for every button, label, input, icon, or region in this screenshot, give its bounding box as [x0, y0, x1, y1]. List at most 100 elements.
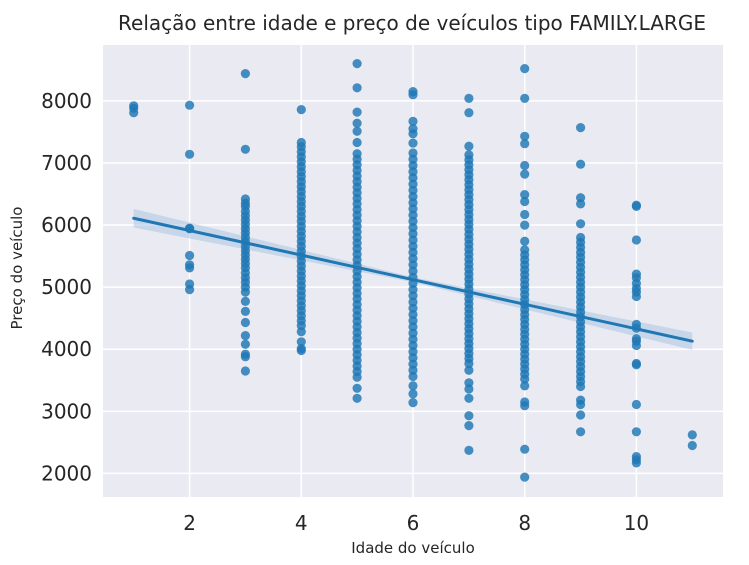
data-point	[408, 116, 418, 126]
data-point	[464, 421, 474, 431]
data-point	[464, 365, 474, 375]
y-tick-label: 7000	[41, 151, 92, 175]
data-point	[576, 199, 586, 209]
data-point	[631, 360, 642, 370]
data-point	[464, 384, 474, 394]
data-point	[185, 100, 195, 110]
data-point	[464, 411, 474, 421]
data-point	[464, 393, 474, 403]
y-tick-label: 2000	[41, 461, 92, 485]
data-point	[464, 445, 474, 455]
data-point	[240, 306, 250, 316]
data-point	[687, 440, 697, 451]
y-tick-label: 4000	[41, 337, 92, 361]
y-tick-label: 6000	[41, 213, 92, 237]
data-point	[464, 358, 474, 369]
data-point	[520, 444, 530, 454]
data-point	[631, 201, 642, 211]
y-axis-label: Preço do veículo	[8, 207, 26, 330]
y-tick-label: 3000	[41, 399, 92, 423]
data-point	[185, 285, 195, 295]
data-point	[520, 236, 530, 246]
y-tick-labels: 2000 3000 4000 5000 6000 7000 8000	[41, 89, 92, 486]
data-point	[352, 372, 362, 382]
data-point	[631, 427, 642, 437]
data-point	[185, 263, 195, 273]
data-point	[576, 381, 586, 392]
data-point	[576, 427, 586, 437]
data-point	[296, 337, 306, 347]
data-point	[520, 209, 530, 220]
data-point	[576, 410, 586, 420]
data-point	[631, 235, 642, 245]
data-point	[352, 118, 362, 128]
data-point	[240, 366, 250, 376]
data-point	[240, 69, 250, 79]
data-point	[240, 287, 250, 297]
data-point	[408, 229, 418, 239]
x-tick-label: 6	[407, 511, 420, 535]
data-point	[464, 93, 474, 103]
data-point	[464, 108, 474, 118]
data-point	[576, 123, 586, 133]
x-tick-labels: 2 4 6 8 10	[183, 511, 649, 535]
data-point	[296, 327, 306, 337]
data-point	[520, 381, 530, 391]
y-tick-label: 8000	[41, 89, 92, 113]
data-point	[240, 144, 250, 154]
data-point	[240, 339, 250, 349]
data-point	[352, 83, 362, 93]
data-point	[576, 219, 586, 229]
data-points	[129, 59, 697, 482]
data-point	[631, 340, 642, 351]
data-point	[408, 381, 418, 391]
data-point	[520, 401, 530, 411]
x-tick-label: 8	[518, 511, 531, 535]
x-tick-label: 10	[624, 511, 649, 535]
data-point	[520, 472, 530, 482]
x-axis-label: Idade do veículo	[351, 539, 475, 557]
data-point	[520, 131, 530, 141]
data-point	[185, 250, 195, 261]
data-point	[631, 399, 642, 410]
data-point	[408, 297, 418, 307]
data-point	[687, 430, 697, 440]
data-point	[464, 141, 474, 151]
data-point	[408, 138, 418, 148]
data-point	[408, 398, 418, 408]
data-point	[352, 126, 362, 136]
x-tick-label: 4	[295, 511, 308, 535]
data-point	[520, 190, 530, 200]
data-point	[352, 393, 362, 403]
data-point	[408, 371, 418, 382]
data-point	[520, 196, 530, 207]
data-point	[352, 59, 362, 69]
data-point	[240, 296, 250, 306]
data-point	[408, 129, 418, 139]
data-point	[408, 389, 418, 399]
data-point	[352, 107, 362, 117]
chart-title: Relação entre idade e preço de veículos …	[118, 11, 706, 35]
data-point	[520, 220, 530, 230]
data-point	[408, 90, 418, 100]
data-point	[520, 374, 530, 384]
data-point	[520, 169, 530, 179]
data-point	[129, 108, 139, 118]
data-point	[352, 137, 362, 148]
data-point	[631, 291, 642, 302]
data-point	[520, 139, 530, 149]
data-point	[520, 64, 530, 74]
data-point	[296, 105, 306, 115]
data-point	[408, 154, 418, 164]
y-tick-label: 5000	[41, 275, 92, 299]
data-point	[576, 159, 586, 169]
data-point	[576, 399, 586, 410]
x-tick-label: 2	[183, 511, 196, 535]
data-point	[520, 160, 530, 171]
data-point	[631, 458, 642, 468]
data-point	[240, 352, 250, 362]
data-point	[520, 93, 530, 103]
regression-line	[132, 216, 694, 343]
data-point	[240, 317, 250, 328]
